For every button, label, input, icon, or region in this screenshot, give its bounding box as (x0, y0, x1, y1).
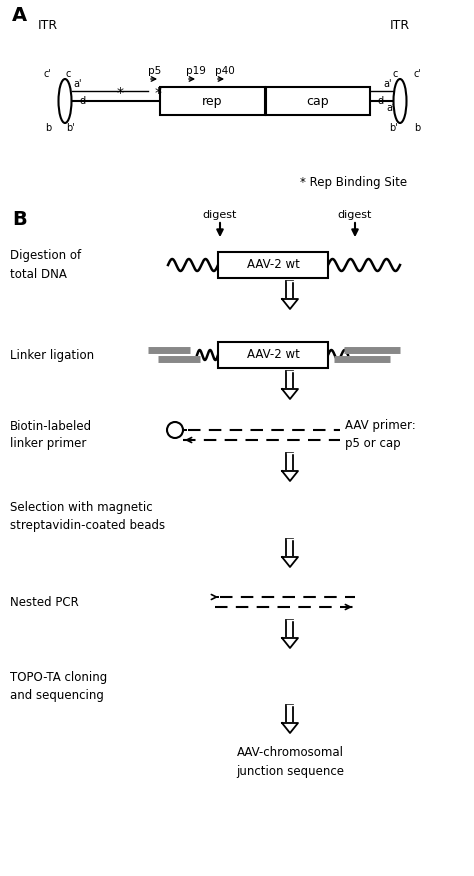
Text: b: b (414, 123, 420, 133)
Text: p5: p5 (148, 66, 161, 76)
Text: digest: digest (203, 210, 237, 220)
Text: *: * (117, 86, 124, 100)
Polygon shape (282, 471, 298, 481)
Text: Biotin-labeled
linker primer: Biotin-labeled linker primer (10, 420, 92, 450)
Text: TOPO-TA cloning
and sequencing: TOPO-TA cloning and sequencing (10, 672, 107, 703)
Text: A: A (12, 6, 27, 25)
Text: Digestion of
total DNA: Digestion of total DNA (10, 250, 81, 280)
Bar (266, 87, 370, 115)
Text: digest: digest (338, 210, 372, 220)
Text: c': c' (43, 69, 51, 79)
Text: a': a' (383, 79, 392, 89)
Text: AAV-chromosomal
junction sequence: AAV-chromosomal junction sequence (236, 746, 344, 778)
Polygon shape (282, 638, 298, 648)
Polygon shape (282, 723, 298, 733)
Text: * Rep Binding Site: * Rep Binding Site (300, 176, 407, 189)
Text: ITR: ITR (390, 19, 410, 32)
Text: AAV primer:
p5 or cap: AAV primer: p5 or cap (345, 420, 416, 450)
Text: b': b' (66, 123, 75, 133)
Bar (218, 342, 328, 368)
Text: c: c (66, 69, 72, 79)
Circle shape (167, 422, 183, 438)
Polygon shape (282, 389, 298, 399)
Bar (286, 539, 293, 557)
Text: AAV-2 wt: AAV-2 wt (246, 258, 300, 272)
Text: p19: p19 (186, 66, 206, 76)
Bar (218, 252, 328, 278)
Text: a': a' (73, 79, 82, 89)
Text: *a: *a (62, 103, 73, 113)
Text: AAV-2 wt: AAV-2 wt (246, 349, 300, 362)
Text: rep: rep (202, 95, 223, 108)
Text: p40: p40 (215, 66, 235, 76)
Text: B: B (12, 210, 27, 229)
Text: c': c' (414, 69, 422, 79)
Text: *: * (155, 86, 162, 100)
Bar (160, 87, 265, 115)
Text: cap: cap (307, 95, 329, 108)
Polygon shape (282, 557, 298, 567)
Text: ITR: ITR (38, 19, 58, 32)
Polygon shape (282, 299, 298, 309)
Bar (286, 281, 293, 299)
Bar (286, 371, 293, 389)
Text: Nested PCR: Nested PCR (10, 596, 79, 609)
Bar (286, 705, 293, 723)
Text: a*: a* (386, 103, 397, 113)
Text: c: c (392, 69, 398, 79)
Text: b': b' (389, 123, 398, 133)
Ellipse shape (58, 79, 72, 123)
Text: Linker ligation: Linker ligation (10, 349, 94, 362)
Text: b: b (45, 123, 51, 133)
Bar (286, 620, 293, 638)
Text: d: d (378, 96, 384, 106)
Bar (286, 453, 293, 471)
Text: Selection with magnetic
streptavidin-coated beads: Selection with magnetic streptavidin-coa… (10, 501, 165, 533)
Text: d: d (80, 96, 86, 106)
Ellipse shape (393, 79, 407, 123)
